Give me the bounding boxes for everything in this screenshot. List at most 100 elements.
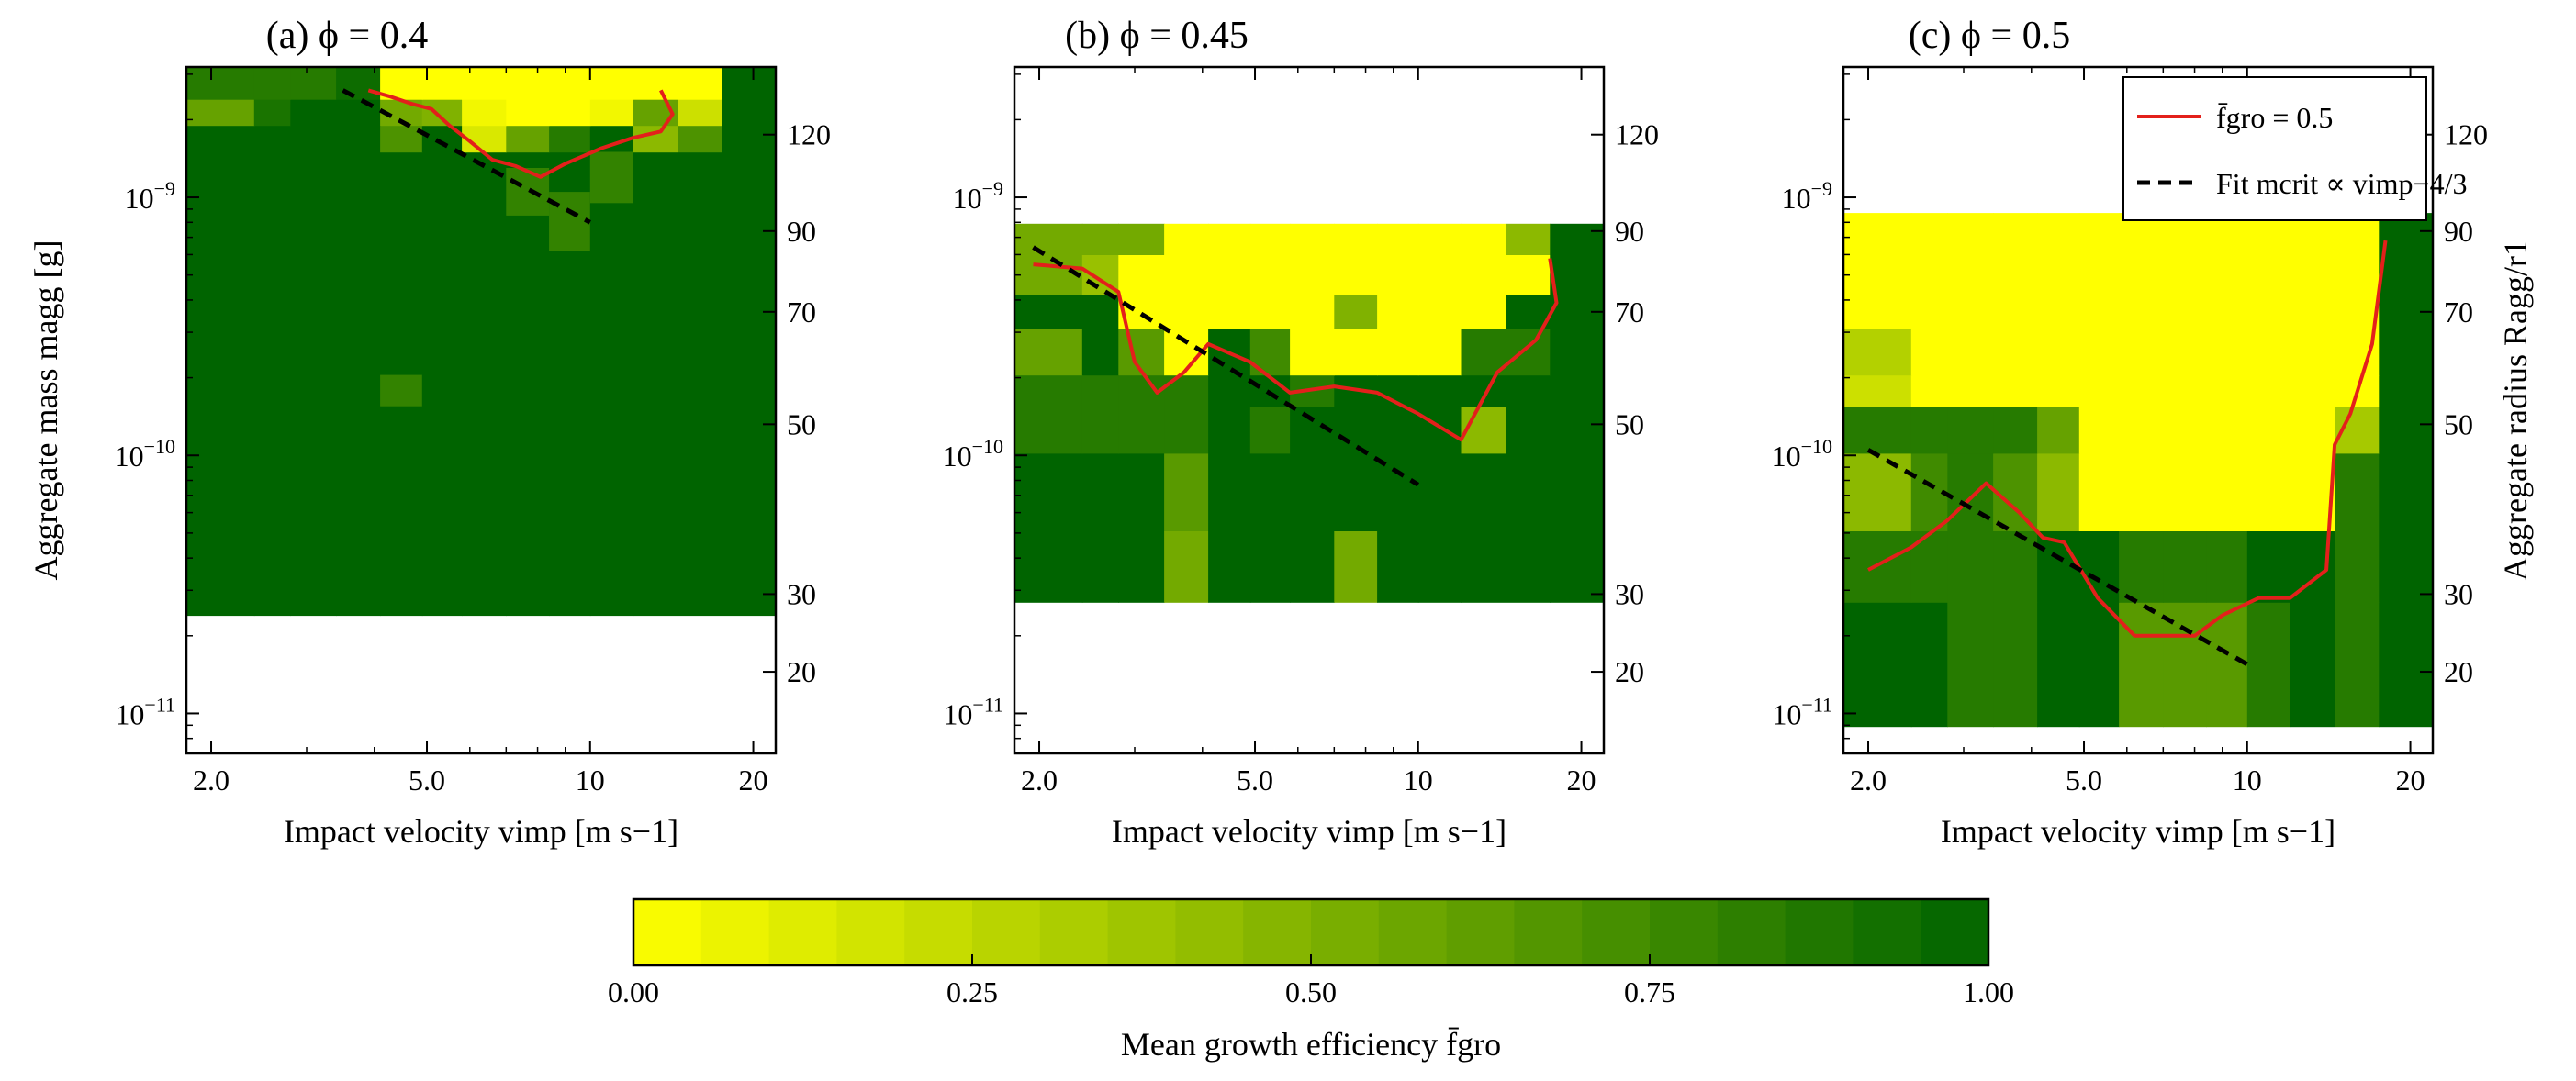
heatmap-cell (1118, 223, 1165, 255)
panel-b: (b) ϕ = 0.45 2.0 5.0 10 20 10−11 10−10 10−9 20 3… (943, 15, 1659, 850)
heatmap-cell (1461, 374, 1506, 407)
heatmap-cell (1550, 329, 1605, 376)
heatmap-cell (549, 67, 591, 100)
heatmap-cell (1993, 530, 2038, 603)
heatmap-cell (2379, 452, 2434, 531)
legend-contour-label: f̄gro = 0.5 (2216, 101, 2333, 134)
heatmap-cell (1910, 329, 1948, 376)
heatmap-cell (1208, 223, 1251, 255)
heatmap-cell (1081, 223, 1119, 255)
heatmap-cell (2163, 374, 2207, 407)
panel-c-plot-area (1843, 213, 2434, 728)
heatmap-cell (1014, 452, 1083, 531)
right-tick-label: 120 (787, 118, 831, 151)
heatmap-cell (1993, 602, 2038, 728)
heatmap-cell (2246, 329, 2291, 376)
heatmap-cell (1081, 295, 1119, 329)
heatmap-cell (1506, 254, 1551, 295)
heatmap-cell (678, 67, 722, 100)
panel-b-plot-area (1014, 223, 1605, 603)
heatmap-cell (1506, 452, 1551, 531)
right-tick-label: 30 (787, 577, 816, 610)
heatmap-cell (2246, 213, 2291, 295)
heatmap-cell (1334, 223, 1378, 255)
heatmap-cell (1081, 374, 1119, 407)
heatmap-cell (1081, 406, 1119, 454)
heatmap-cell (2206, 213, 2248, 295)
heatmap-cell (633, 125, 678, 153)
heatmap-cell (2290, 213, 2335, 295)
colorbar-cell (1921, 899, 1989, 965)
heatmap-cell (2206, 530, 2248, 603)
heatmap-cell (1506, 295, 1551, 329)
heatmap-cell (1164, 223, 1209, 255)
heatmap-cell (1377, 329, 1419, 376)
heatmap-cell (1290, 295, 1335, 329)
heatmap-cell (253, 151, 291, 617)
fit-dashed-line (342, 88, 591, 225)
legend-fit-label: Fit mcrit ∝ vimp−4/3 (2216, 167, 2467, 200)
panel-c-xlabel: Impact velocity vimp [m s−1] (1941, 813, 2335, 850)
heatmap-cell (1290, 329, 1335, 376)
y-tick-label: 10−9 (125, 177, 175, 215)
heatmap-cell (290, 99, 337, 127)
heatmap-cell (336, 151, 381, 617)
heatmap-cell (2037, 213, 2080, 295)
heatmap-cell (1118, 329, 1165, 376)
heatmap-cell (1164, 530, 1209, 603)
heatmap-cell (1334, 329, 1378, 376)
heatmap-cell (1249, 530, 1291, 603)
heatmap-cell (1208, 452, 1251, 531)
heatmap-cell (2037, 374, 2080, 407)
x-tick-label: 20 (739, 763, 768, 797)
heatmap-cell (1993, 374, 2038, 407)
heatmap-cell (1081, 452, 1119, 531)
heatmap-cell (1014, 223, 1083, 255)
heatmap-cell (1118, 406, 1165, 454)
colorbar-label: Mean growth efficiency f̄gro (1121, 1026, 1501, 1063)
heatmap-cell (1417, 254, 1462, 295)
heatmap-cell (1334, 295, 1378, 329)
y-tick-label: 10−9 (1782, 177, 1832, 215)
heatmap-cell (1417, 406, 1462, 454)
heatmap-cell (1417, 329, 1462, 376)
heatmap-cell (506, 99, 550, 127)
heatmap-cell (678, 125, 722, 153)
heatmap-cell (1334, 406, 1378, 454)
heatmap-cell (1290, 254, 1335, 295)
heatmap-cell (633, 67, 678, 100)
heatmap-cell (1461, 452, 1506, 531)
heatmap-cell (421, 99, 463, 127)
heatmap-cell (1993, 213, 2038, 295)
heatmap-cell (253, 67, 291, 100)
heatmap-cell (1118, 530, 1165, 603)
heatmap-cell (2379, 213, 2434, 295)
heatmap-cell (2163, 329, 2207, 376)
colorbar: 0.00 0.25 0.50 0.75 1.00 Mean growth efficie… (608, 897, 2014, 1063)
x-tick-label: 5.0 (2066, 763, 2102, 797)
heatmap-cell (1334, 530, 1378, 603)
heatmap-cell (2163, 213, 2207, 295)
heatmap-cell (1947, 329, 1994, 376)
colorbar-ticks: 0.00 0.25 0.50 0.75 1.00 (608, 954, 2014, 1009)
x-tick-label: 5.0 (1237, 763, 1273, 797)
heatmap-cell (2335, 530, 2380, 603)
heatmap-cell (589, 67, 634, 100)
heatmap-cell (1947, 213, 1994, 295)
heatmap-cell (2206, 329, 2248, 376)
colorbar-cell (1514, 899, 1583, 965)
heatmap-cell (1014, 254, 1083, 295)
heatmap-cell (2078, 406, 2120, 454)
heatmap-cell (1208, 254, 1251, 295)
heatmap-cell (2119, 406, 2164, 454)
heatmap-cell (1014, 406, 1083, 454)
heatmap-cell (1249, 223, 1291, 255)
colorbar-cell (1378, 899, 1448, 965)
panel-c-title: (c) ϕ = 0.5 (1909, 15, 2070, 57)
heatmap-cell (253, 99, 291, 127)
heatmap-cell (1506, 374, 1551, 407)
colorbar-cell (1107, 899, 1176, 965)
heatmap-cell (2379, 530, 2434, 603)
heatmap-cell (1550, 406, 1605, 454)
heatmap-cell (1993, 329, 2038, 376)
